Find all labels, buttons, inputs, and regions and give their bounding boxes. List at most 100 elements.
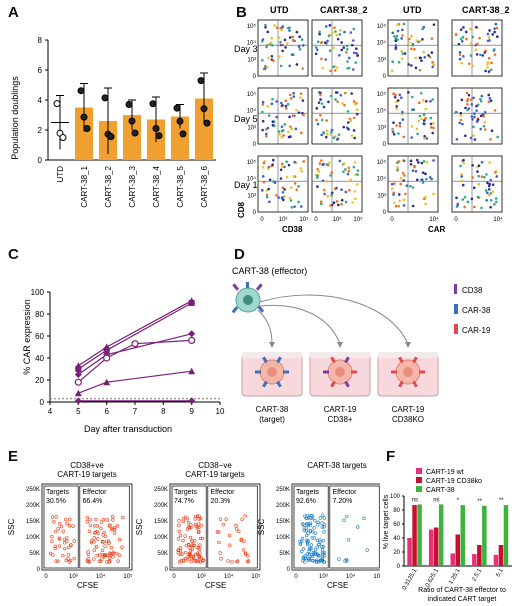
pb-event (350, 92, 353, 95)
pb-event (407, 63, 410, 66)
pb-flow-plot: 10⁵ 10⁴ 10³ 0 (247, 87, 309, 148)
panel-label-f: F (386, 448, 396, 465)
pb-ytick-label: 10³ (377, 193, 386, 199)
pe-event (101, 533, 105, 537)
pf-bar (455, 534, 460, 566)
pe-event (316, 520, 320, 525)
pe-event (92, 536, 96, 540)
pb-event (493, 109, 497, 112)
pe-event (50, 539, 54, 543)
pe-event (234, 523, 238, 528)
pe-event (245, 559, 250, 564)
pe-xtick-label: 0 (294, 574, 298, 580)
pb-ytick-label: 0 (253, 142, 257, 148)
pb-event (396, 99, 400, 102)
pe-event (61, 529, 65, 533)
pb-event (480, 175, 484, 178)
pb-event (339, 29, 342, 32)
pe-ytick-label: 250K (276, 487, 290, 493)
pb-event (329, 69, 332, 73)
pe-event (306, 531, 310, 536)
pb-event (458, 121, 462, 125)
pb-event (401, 52, 405, 55)
pb-event (352, 129, 356, 132)
pb-event (317, 101, 321, 104)
pe-event (86, 552, 91, 557)
pe-event (69, 543, 73, 547)
pe-event (93, 531, 97, 535)
pc-point (188, 397, 196, 405)
pb-event (343, 30, 346, 34)
pb-event (487, 56, 491, 60)
pa-category-label: CART-38_3 (128, 165, 137, 207)
pb-event (430, 37, 434, 40)
pe-event (200, 536, 205, 541)
pb-event (397, 193, 401, 196)
pe-event (57, 537, 62, 541)
pd-receptor (419, 370, 425, 374)
pb-event (488, 29, 491, 32)
pb-event (340, 188, 343, 192)
pf-bar (477, 545, 482, 566)
pd-receptor (330, 380, 336, 388)
pb-event (487, 93, 491, 97)
pe-event (115, 524, 120, 528)
pe-ytick-label: 100K (276, 535, 290, 541)
pb-event (394, 204, 398, 208)
pb-event (416, 178, 419, 182)
pc-series-line (78, 370, 192, 394)
pb-event (431, 131, 435, 135)
pd-receptor (255, 370, 261, 374)
pb-event (335, 200, 339, 203)
pe-event (344, 558, 349, 562)
pe-event (194, 524, 198, 529)
pe-event (312, 526, 316, 530)
pb-event (489, 205, 492, 209)
pb-event (392, 193, 395, 196)
pb-event (458, 57, 462, 61)
pb-event (281, 165, 284, 169)
pb-event (347, 188, 351, 192)
pb-event (461, 122, 464, 126)
pb-event (283, 123, 287, 126)
pa-category-label: CART-38_1 (80, 165, 89, 207)
pf-bar (407, 538, 412, 566)
pb-event (456, 203, 460, 207)
pb-event (405, 184, 409, 187)
pa-point (176, 117, 184, 125)
pb-flow-plot: 10⁵ 10⁴ 10³ 00 10⁴ (377, 155, 439, 223)
pb-event (324, 58, 328, 61)
pb-event (483, 128, 487, 131)
pb-event (475, 53, 479, 56)
pb-event (319, 91, 322, 95)
pb-ytick-label: 0 (383, 210, 387, 216)
pb-event (352, 39, 355, 42)
pb-event (411, 169, 415, 172)
pb-event (402, 179, 406, 182)
pb-event (283, 38, 287, 42)
pb-event (356, 169, 360, 172)
pe-event (198, 536, 203, 541)
pe-event (57, 522, 62, 526)
pa-bar (123, 115, 141, 160)
pe-event (116, 559, 120, 563)
pb-event (432, 121, 435, 125)
pb-event (347, 121, 350, 124)
pb-event (478, 36, 481, 40)
pb-event (490, 61, 493, 65)
pb-ytick-label: 10³ (247, 193, 256, 199)
pe-event (313, 531, 318, 535)
pb-ytick-label: 0 (383, 142, 387, 148)
pe-xtick-label: 10³ (197, 574, 206, 580)
pb-event (327, 161, 331, 165)
pb-event (393, 35, 396, 38)
pd-effector-label: CART-38 (effector) (232, 266, 307, 276)
pe-event (303, 556, 308, 560)
pe-event (345, 559, 349, 563)
pe-event (193, 522, 198, 527)
pe-event (59, 524, 64, 529)
pb-event (458, 53, 462, 56)
pb-event (473, 138, 477, 141)
pe-event (240, 517, 244, 522)
